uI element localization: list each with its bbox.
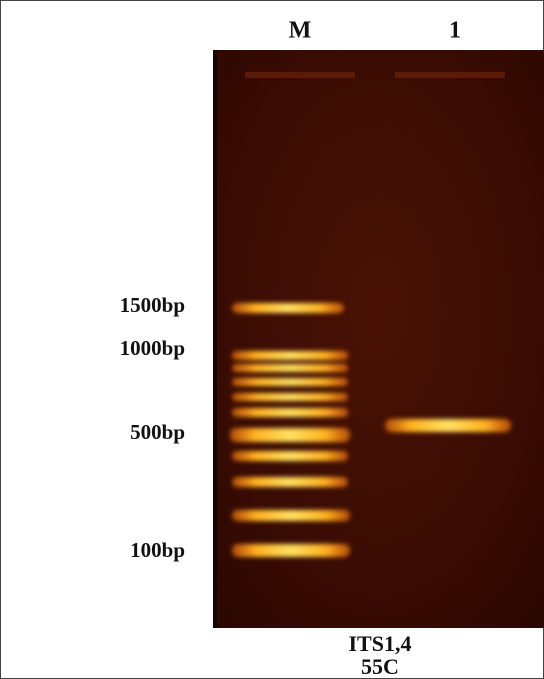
ladder-band (232, 303, 344, 313)
gel-figure: M 1 1500bp 1000bp 500bp 100bp ITS1,4 55C (0, 0, 544, 679)
gel (213, 50, 544, 628)
page: M 1 1500bp 1000bp 500bp 100bp ITS1,4 55C… (0, 0, 544, 679)
marker-label: 1500bp (120, 293, 185, 317)
ladder-band (232, 408, 348, 417)
lane-label: 1 (449, 18, 461, 44)
ladder-band (232, 351, 348, 360)
ladder-band (232, 477, 348, 487)
ladder-band (232, 544, 350, 557)
ladder-band (232, 510, 350, 521)
well (245, 72, 355, 78)
ladder-band (232, 451, 348, 461)
ladder-band (232, 393, 348, 401)
marker-label: 500bp (130, 420, 185, 444)
lane-label: M (289, 18, 312, 44)
well (395, 72, 505, 78)
caption: 55C (361, 654, 399, 679)
ladder-band (230, 428, 350, 442)
marker-label: 100bp (130, 538, 185, 562)
sample-band (385, 419, 511, 432)
ladder-band (232, 378, 348, 386)
marker-label: 1000bp (120, 336, 185, 360)
caption: ITS1,4 (349, 631, 412, 656)
gel-edge (213, 50, 217, 628)
ladder-band (232, 364, 348, 372)
